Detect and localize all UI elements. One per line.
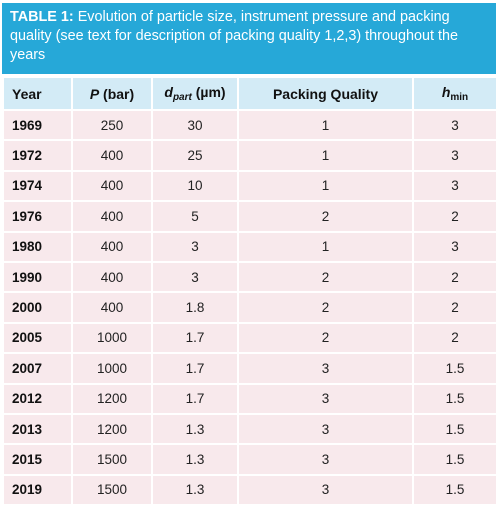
table-container: TABLE 1: Evolution of particle size, ins…	[2, 3, 498, 506]
cell-year: 2012	[2, 382, 73, 415]
cell-particle-size: 1.7	[151, 352, 239, 385]
caption-label: TABLE 1:	[10, 9, 74, 25]
header-packing-quality: Packing Quality	[237, 76, 414, 111]
header-packing-label: Packing Quality	[272, 85, 379, 102]
cell-year: 1990	[2, 260, 73, 294]
cell-hmin: 2	[412, 200, 498, 233]
caption-text: Evolution of particle size, instrument p…	[10, 9, 458, 63]
cell-pressure: 400	[71, 291, 153, 324]
cell-pressure: 1200	[71, 412, 153, 446]
cell-packing-quality: 3	[237, 352, 414, 385]
cell-packing-quality: 1	[237, 169, 414, 203]
cell-packing-quality: 3	[237, 382, 414, 415]
table-row: 2005 1000 1.7 2 2	[2, 321, 498, 355]
cell-hmin: 2	[412, 321, 498, 355]
cell-hmin: 3	[412, 169, 498, 203]
cell-year: 2007	[2, 352, 73, 385]
cell-particle-size: 1.7	[151, 382, 239, 415]
header-particle-size: dpart (µm)	[151, 76, 239, 111]
cell-packing-quality: 3	[237, 412, 414, 446]
cell-pressure: 400	[71, 169, 153, 203]
cell-hmin: 1.5	[412, 412, 498, 446]
table-body: 1969 250 30 1 3 1972 400 25 1 3 1974 400 10 1 3 1976 400…	[2, 108, 498, 506]
header-hmin: hmin	[412, 76, 498, 111]
table-row: 2012 1200 1.7 3 1.5	[2, 382, 498, 415]
header-d-subscript: part	[172, 92, 192, 103]
header-h-subscript: min	[450, 92, 469, 103]
cell-hmin: 3	[412, 108, 498, 142]
data-table: Year P (bar) dpart (µm) Packing Quality …	[2, 76, 498, 506]
cell-pressure: 400	[71, 230, 153, 263]
cell-pressure: 250	[71, 108, 153, 142]
table-row: 2000 400 1.8 2 2	[2, 291, 498, 324]
header-year: Year	[2, 76, 73, 111]
cell-hmin: 1.5	[412, 352, 498, 385]
cell-packing-quality: 2	[237, 291, 414, 324]
cell-year: 1972	[2, 139, 73, 172]
cell-particle-size: 30	[151, 108, 239, 142]
cell-packing-quality: 1	[237, 139, 414, 172]
cell-particle-size: 25	[151, 139, 239, 172]
table-row: 2007 1000 1.7 3 1.5	[2, 352, 498, 385]
cell-hmin: 3	[412, 139, 498, 172]
header-pressure-unit: (bar)	[103, 85, 135, 102]
table-row: 1972 400 25 1 3	[2, 139, 498, 172]
header-pressure: P (bar)	[71, 76, 153, 111]
cell-particle-size: 1.3	[151, 443, 239, 476]
header-d-unit: (µm)	[195, 84, 226, 100]
cell-particle-size: 10	[151, 169, 239, 203]
cell-year: 2000	[2, 291, 73, 324]
table-caption: TABLE 1: Evolution of particle size, ins…	[2, 3, 496, 76]
cell-pressure: 400	[71, 260, 153, 294]
table-row: 1969 250 30 1 3	[2, 108, 498, 142]
cell-particle-size: 3	[151, 260, 239, 294]
table-row: 1980 400 3 1 3	[2, 230, 498, 263]
cell-packing-quality: 2	[237, 200, 414, 233]
cell-packing-quality: 1	[237, 108, 414, 142]
cell-particle-size: 1.3	[151, 412, 239, 446]
table-header: Year P (bar) dpart (µm) Packing Quality …	[2, 76, 498, 111]
cell-year: 2013	[2, 412, 73, 446]
cell-particle-size: 3	[151, 230, 239, 263]
header-pressure-symbol: P	[89, 85, 100, 102]
table-row: 1976 400 5 2 2	[2, 200, 498, 233]
cell-packing-quality: 2	[237, 260, 414, 294]
cell-packing-quality: 1	[237, 230, 414, 263]
cell-year: 1969	[2, 108, 73, 142]
table-row: 1974 400 10 1 3	[2, 169, 498, 203]
cell-hmin: 2	[412, 291, 498, 324]
cell-pressure: 1200	[71, 382, 153, 415]
cell-particle-size: 1.8	[151, 291, 239, 324]
cell-pressure: 1000	[71, 352, 153, 385]
header-d-symbol: d	[164, 84, 173, 100]
table-row: 2013 1200 1.3 3 1.5	[2, 412, 498, 446]
cell-packing-quality: 2	[237, 321, 414, 355]
header-h-symbol: h	[441, 84, 451, 100]
cell-year: 1980	[2, 230, 73, 263]
cell-hmin: 2	[412, 260, 498, 294]
cell-particle-size: 1.7	[151, 321, 239, 355]
cell-packing-quality: 3	[237, 443, 414, 476]
table-row: 2015 1500 1.3 3 1.5	[2, 443, 498, 476]
cell-year: 2015	[2, 443, 73, 476]
cell-pressure: 1000	[71, 321, 153, 355]
cell-year: 1976	[2, 200, 73, 233]
table-row: 1990 400 3 2 2	[2, 260, 498, 294]
cell-hmin: 3	[412, 230, 498, 263]
cell-particle-size: 5	[151, 200, 239, 233]
cell-pressure: 400	[71, 139, 153, 172]
cell-pressure: 1500	[71, 443, 153, 476]
cell-year: 1974	[2, 169, 73, 203]
cell-year: 2005	[2, 321, 73, 355]
header-row: Year P (bar) dpart (µm) Packing Quality …	[2, 76, 498, 111]
cell-pressure: 400	[71, 200, 153, 233]
header-year-label: Year	[12, 85, 42, 102]
cell-hmin: 1.5	[412, 443, 498, 476]
cell-hmin: 1.5	[412, 382, 498, 415]
